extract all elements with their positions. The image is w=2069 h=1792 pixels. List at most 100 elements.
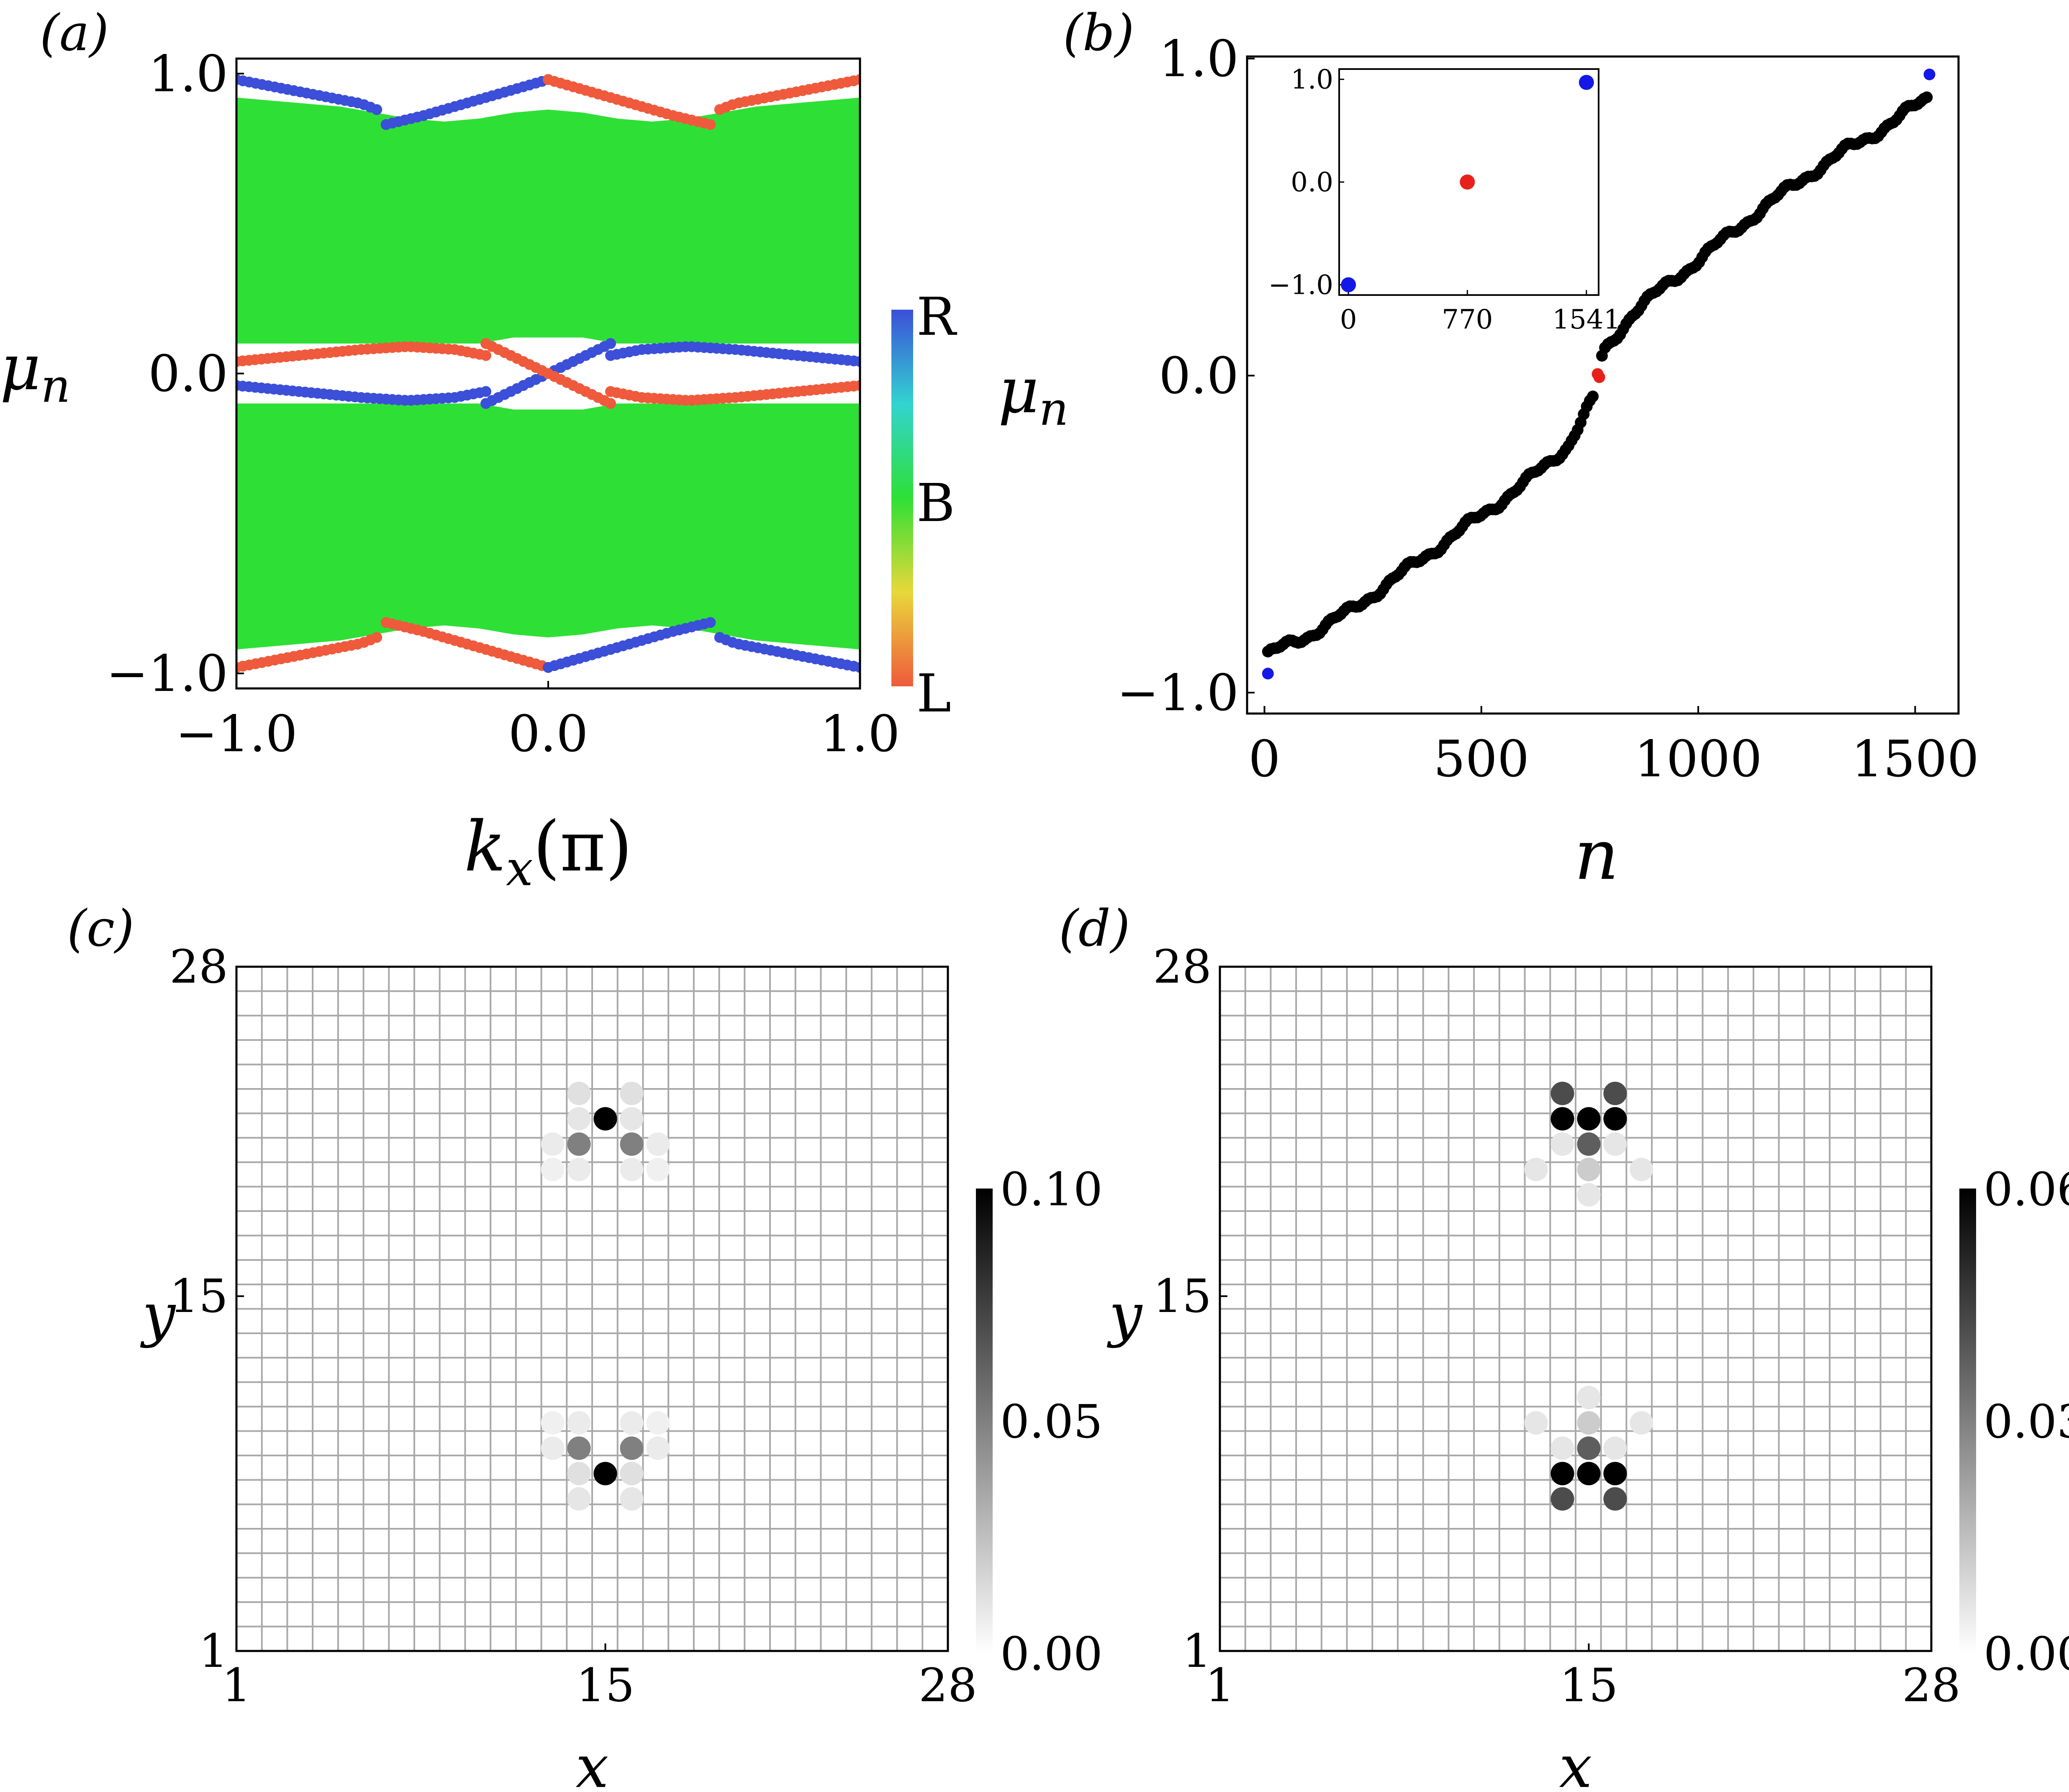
site-marker bbox=[620, 1132, 644, 1156]
x-tick-label: 15 bbox=[576, 1658, 634, 1712]
site-marker bbox=[620, 1436, 644, 1460]
y-tick-label: 0.0 bbox=[1159, 347, 1239, 406]
site-marker bbox=[620, 1411, 644, 1435]
colorbar-tick-label: 0.10 bbox=[1000, 1163, 1103, 1216]
bulk-point bbox=[1587, 390, 1599, 403]
panel-b-plot-frame bbox=[1246, 55, 1960, 715]
site-marker bbox=[541, 1158, 565, 1181]
site-marker bbox=[541, 1132, 565, 1156]
site-marker bbox=[1630, 1411, 1653, 1435]
panel-c-sites bbox=[541, 1081, 670, 1511]
edge-point-3 bbox=[855, 74, 860, 85]
panel-a-colorbar-label-b: B bbox=[916, 473, 955, 534]
panel-a-edge-states bbox=[236, 74, 860, 673]
site-marker bbox=[1550, 1436, 1574, 1460]
site-marker bbox=[567, 1158, 591, 1181]
site-marker bbox=[567, 1436, 591, 1460]
panel-d-ticks: 1 15 28 1 15 28 bbox=[1153, 940, 1961, 1712]
panel-c-xlabel: x bbox=[576, 1733, 609, 1792]
x-tick-label: −1.0 bbox=[175, 705, 297, 763]
y-tick-label: 1.0 bbox=[148, 45, 228, 103]
panel-c-ylabel: y bbox=[140, 1281, 176, 1349]
panel-a-ticks: −1.0 0.0 1.0 −1.0 0.0 1.0 bbox=[106, 45, 900, 763]
inset-point bbox=[1579, 74, 1594, 90]
bulk-band-1 bbox=[236, 403, 860, 650]
panel-b-label: (b) bbox=[1063, 4, 1134, 62]
site-marker bbox=[1603, 1487, 1627, 1511]
x-tick-label: 15 bbox=[1559, 1658, 1618, 1712]
edge-point-7 bbox=[855, 380, 860, 391]
site-marker bbox=[1603, 1436, 1627, 1460]
bulk-point bbox=[1921, 91, 1933, 103]
site-marker bbox=[567, 1487, 591, 1511]
panel-d-colorbar bbox=[1959, 1189, 1976, 1653]
x-tick-label: 1 bbox=[222, 1658, 251, 1712]
site-marker bbox=[1577, 1462, 1601, 1486]
inset-point bbox=[1341, 277, 1356, 293]
inset-x-tick-label: 0 bbox=[1340, 304, 1357, 335]
panel-b-ticks: 0 500 1000 1500 −1.0 0.0 1.0 bbox=[1117, 30, 1979, 788]
y-tick-label: 1 bbox=[1182, 1624, 1212, 1678]
panel-d-colorbar-ticks: 0.06 0.03 0.00 bbox=[1984, 1163, 2069, 1681]
colorbar-tick-label: 0.06 bbox=[1984, 1163, 2069, 1216]
panel-a-xlabel: kx(π) bbox=[464, 806, 632, 897]
panel-c-ticks: 1 15 28 1 15 28 bbox=[169, 940, 977, 1712]
edge-point-6 bbox=[480, 386, 491, 397]
edge-point-8 bbox=[605, 338, 616, 349]
site-marker bbox=[567, 1462, 591, 1486]
y-tick-label: 15 bbox=[169, 1269, 228, 1323]
site-marker bbox=[1524, 1411, 1548, 1435]
site-marker bbox=[593, 1107, 617, 1131]
site-marker bbox=[567, 1081, 591, 1105]
inset-y-tick-label: −1.0 bbox=[1268, 270, 1333, 300]
y-tick-label: 1.0 bbox=[1159, 30, 1239, 88]
y-tick-label: 15 bbox=[1153, 1269, 1212, 1323]
site-marker bbox=[1603, 1462, 1627, 1486]
site-marker bbox=[567, 1107, 591, 1131]
x-tick-label: 1000 bbox=[1634, 730, 1762, 788]
site-marker bbox=[1577, 1158, 1601, 1181]
site-marker bbox=[620, 1107, 644, 1131]
panel-d-lattice-grid bbox=[1219, 966, 1932, 1652]
site-marker bbox=[1603, 1081, 1627, 1105]
site-marker bbox=[1550, 1132, 1574, 1156]
x-tick-label: 1.0 bbox=[820, 705, 900, 763]
site-marker bbox=[1550, 1462, 1574, 1486]
panel-a-colorbar-label-r: R bbox=[916, 287, 957, 347]
panel-c-colorbar-ticks: 0.10 0.05 0.00 bbox=[1000, 1163, 1103, 1681]
site-marker bbox=[541, 1411, 565, 1435]
bulk-band-0 bbox=[236, 98, 860, 344]
panel-c-density: (c) 1 15 28 1 15 28 y x 0.10 0.05 0.00 bbox=[67, 900, 1103, 1792]
site-marker bbox=[646, 1158, 670, 1181]
panel-a-colorbar bbox=[891, 310, 913, 686]
y-tick-label: 0.0 bbox=[148, 345, 228, 403]
site-marker bbox=[1524, 1158, 1548, 1181]
panel-a-colorbar-label-l: L bbox=[916, 663, 951, 724]
inset-y-tick-label: 1.0 bbox=[1291, 64, 1333, 95]
panel-b-inset-points bbox=[1341, 74, 1594, 293]
y-tick-label: 28 bbox=[169, 940, 228, 994]
panel-b-xlabel: n bbox=[1574, 815, 1619, 895]
panel-b-spectrum: (b) 0 500 1000 1500 −1.0 0.0 1.0 μn n 0 770 1541… bbox=[998, 4, 1979, 895]
site-marker bbox=[1550, 1487, 1574, 1511]
panel-d-ylabel: y bbox=[1106, 1281, 1143, 1349]
panel-a-band-structure: (a) −1.0 0.0 1.0 −1.0 0.0 1.0 μn kx(π) R B L bbox=[0, 4, 957, 897]
edge-point-0 bbox=[371, 104, 382, 115]
y-tick-label: −1.0 bbox=[1117, 664, 1239, 722]
colorbar-tick-label: 0.00 bbox=[1000, 1627, 1103, 1681]
y-tick-label: 1 bbox=[199, 1624, 228, 1678]
site-marker bbox=[1577, 1183, 1601, 1207]
inset-x-tick-label: 1541 bbox=[1552, 304, 1620, 335]
x-tick-label: 0 bbox=[1248, 730, 1280, 788]
colorbar-tick-label: 0.03 bbox=[1984, 1395, 2069, 1448]
edge-point-5 bbox=[855, 356, 860, 367]
site-marker bbox=[646, 1132, 670, 1156]
panel-b-ylabel: μn bbox=[998, 354, 1068, 436]
site-marker bbox=[1577, 1386, 1601, 1409]
panel-c-lattice-grid bbox=[236, 966, 949, 1652]
site-marker bbox=[1577, 1107, 1601, 1131]
panel-c-plot-frame bbox=[235, 965, 949, 1652]
inset-y-tick-label: 0.0 bbox=[1291, 167, 1333, 198]
edge-point-10 bbox=[371, 632, 382, 643]
